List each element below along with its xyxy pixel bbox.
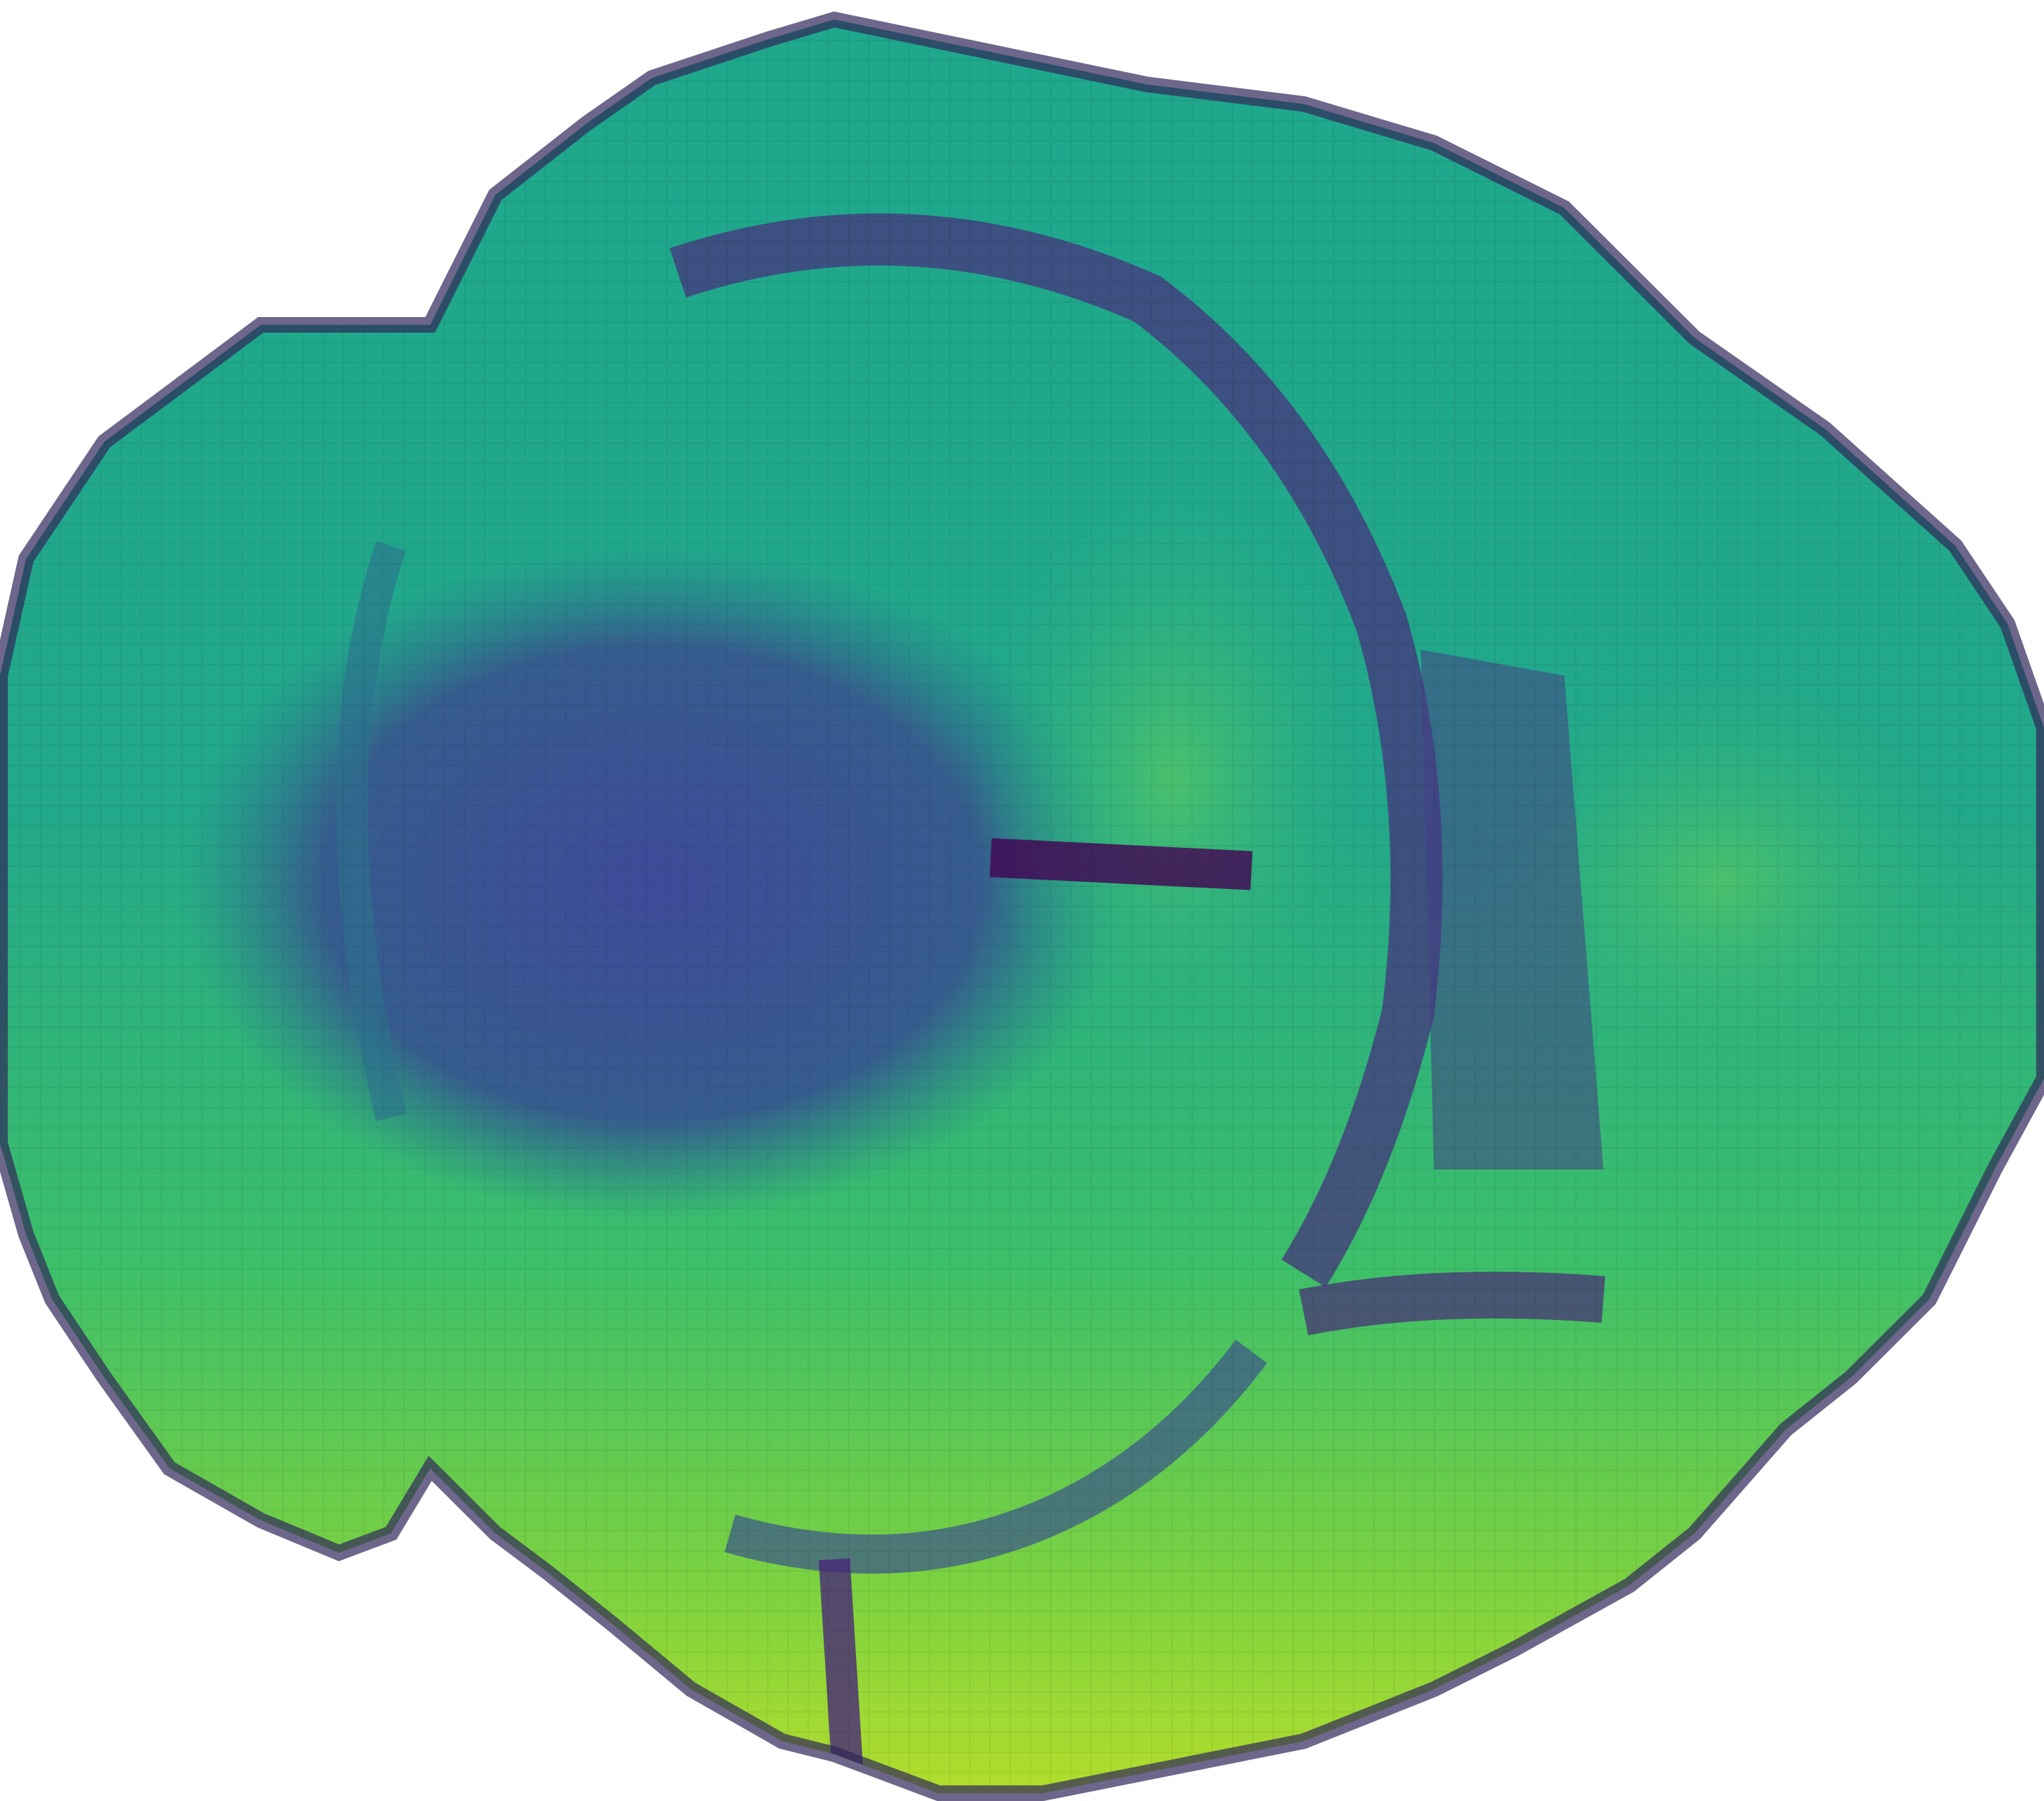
brain-slice-image: [0, 0, 2044, 1801]
page: {}: [0, 0, 2044, 1801]
brain: [0, 19, 2044, 1794]
pixel-grid: [0, 19, 2044, 1794]
